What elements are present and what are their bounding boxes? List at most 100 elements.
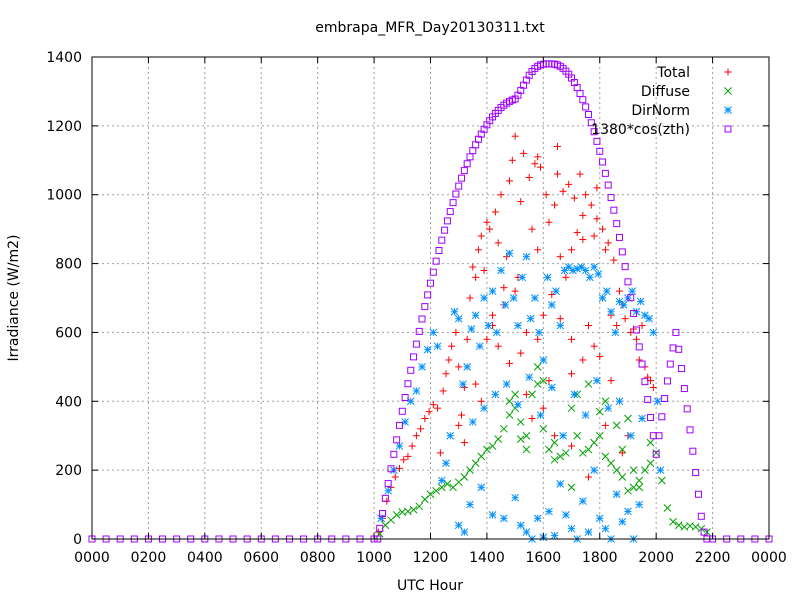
plus-marker (477, 397, 485, 405)
data-points (88, 60, 773, 543)
square-marker (407, 366, 415, 374)
cross-marker (533, 363, 542, 371)
plus-marker (576, 170, 584, 178)
star-marker (581, 266, 590, 275)
cross-marker (590, 438, 598, 447)
cross-marker (505, 411, 514, 419)
square-marker (404, 380, 412, 388)
star-marker (590, 263, 598, 271)
square-marker (435, 246, 443, 254)
plus-marker (395, 464, 403, 472)
plus-marker (548, 291, 556, 299)
star-marker (516, 521, 525, 530)
cross-marker (601, 452, 610, 461)
cross-marker (584, 445, 593, 454)
cross-marker (612, 421, 621, 430)
square-marker (410, 353, 418, 361)
plus-marker (421, 415, 429, 422)
star-marker (511, 493, 519, 502)
square-marker (694, 490, 702, 498)
plus-marker (404, 452, 412, 460)
cross-marker (499, 424, 508, 433)
star-marker (545, 507, 553, 516)
star-marker (522, 528, 531, 536)
cross-marker (516, 435, 525, 444)
plus-marker (491, 208, 499, 216)
cross-marker (618, 473, 627, 481)
cross-marker (674, 521, 683, 530)
star-marker (564, 263, 573, 271)
plus-marker (553, 170, 561, 178)
plus-marker (458, 411, 466, 419)
square-marker (427, 279, 434, 287)
star-marker (653, 397, 662, 406)
cross-marker (539, 376, 548, 385)
star-marker (463, 363, 472, 371)
square-marker (460, 167, 468, 175)
star-marker (446, 431, 455, 440)
star-marker (480, 294, 488, 302)
star-marker (584, 528, 593, 536)
grid (92, 57, 769, 539)
cross-marker (533, 380, 542, 388)
star-marker (468, 418, 477, 426)
square-marker (452, 190, 460, 198)
square-marker (593, 137, 601, 145)
square-marker (621, 263, 629, 271)
cross-marker (669, 517, 677, 526)
star-marker (423, 345, 432, 354)
star-marker (492, 328, 501, 337)
plus-marker (489, 311, 497, 319)
cross-marker (437, 483, 446, 492)
plus-marker (559, 187, 567, 195)
plus-marker (562, 273, 570, 281)
plus-marker (408, 442, 416, 450)
cross-marker (443, 480, 452, 488)
series-cross (375, 363, 711, 538)
square-marker (647, 413, 655, 421)
plus-marker (584, 322, 592, 330)
plus-marker (417, 425, 425, 433)
star-marker (645, 314, 653, 323)
axis-ticks: 0000 0200 0400 0600 0800 1000 1200 1400 1600 1800… (46, 50, 786, 566)
y-axis-label: Irradiance (W/m2) (6, 235, 22, 362)
star-marker (450, 307, 459, 316)
plus-marker (568, 246, 576, 254)
cross-marker (460, 473, 469, 481)
star-marker (547, 301, 556, 309)
star-marker (615, 297, 624, 306)
square-marker (579, 96, 587, 104)
square-marker (384, 480, 392, 488)
cross-marker (483, 445, 491, 454)
square-marker (700, 528, 708, 536)
star-marker (395, 442, 404, 450)
star-marker (491, 390, 500, 399)
plus-marker (534, 153, 542, 161)
plus-marker (579, 211, 587, 219)
square-marker (680, 385, 688, 393)
plus-marker (590, 232, 598, 240)
star-marker (505, 249, 514, 258)
cross-marker (635, 483, 644, 492)
star-marker (602, 287, 611, 295)
plus-marker (455, 363, 463, 371)
square-marker (449, 199, 457, 207)
square-marker (395, 421, 403, 429)
legend-marker (724, 125, 732, 133)
square-marker (590, 128, 598, 136)
square-marker (610, 206, 618, 214)
plus-marker (573, 229, 581, 237)
y-tick-label: 0 (73, 532, 82, 548)
star-marker (581, 411, 590, 419)
x-tick-label: 0000 (74, 550, 110, 566)
cross-marker (528, 390, 536, 399)
series-star (377, 249, 665, 543)
plus-marker (525, 174, 533, 181)
square-marker (604, 181, 612, 189)
y-tick-label: 800 (55, 257, 82, 273)
star-marker (638, 414, 646, 423)
star-marker (586, 273, 594, 282)
star-marker (437, 476, 446, 485)
square-marker (381, 494, 389, 502)
square-marker (429, 268, 437, 276)
